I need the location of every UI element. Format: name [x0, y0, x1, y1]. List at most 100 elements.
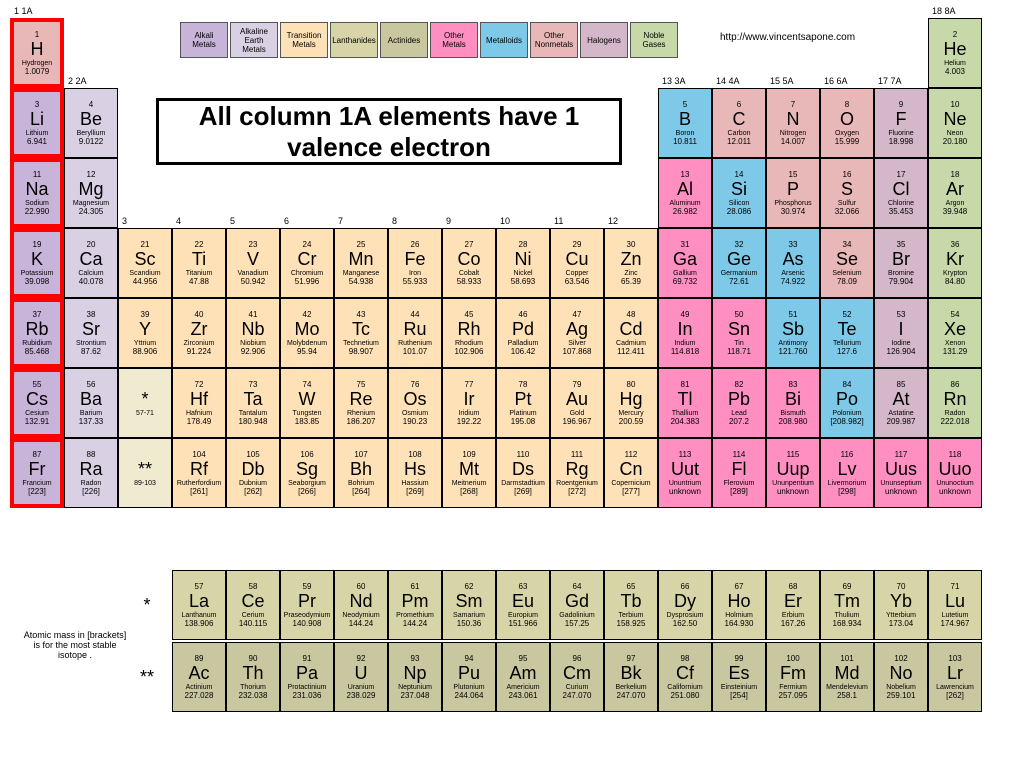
element-name: Barium [80, 410, 102, 417]
atomic-mass: 178.49 [187, 417, 211, 426]
atomic-number: 23 [249, 240, 258, 249]
group-label-11: 11 [554, 216, 563, 226]
atomic-mass: 40.078 [79, 277, 103, 286]
element-name: Uranium [348, 684, 374, 691]
element-symbol: La [189, 591, 209, 612]
element-symbol: Tb [620, 591, 641, 612]
atomic-mass: [277] [622, 487, 640, 496]
element-cell-ti: 22TiTitanium47.88 [172, 228, 226, 298]
element-cell-k: 19KPotassium39.098 [10, 228, 64, 298]
element-name: Oxygen [835, 130, 859, 137]
element-name: Antimony [778, 340, 807, 347]
atomic-number: 117 [895, 450, 908, 459]
atomic-number: 118 [949, 450, 962, 459]
element-name: Bohrium [348, 480, 374, 487]
atomic-mass: 137.33 [79, 417, 103, 426]
element-cell-fm: 100FmFermium257.095 [766, 642, 820, 712]
atomic-mass: 4.003 [945, 67, 965, 76]
element-name: Rutherfordium [177, 480, 221, 487]
atomic-number: 32 [735, 240, 744, 249]
element-cell-te: 52TeTellurium127.6 [820, 298, 874, 368]
atomic-mass: 183.85 [295, 417, 319, 426]
atomic-number: 17 [897, 170, 906, 179]
atomic-number: 66 [681, 582, 690, 591]
atomic-number: 47 [573, 310, 582, 319]
element-symbol: Au [566, 389, 588, 410]
atomic-mass: 20.180 [943, 137, 967, 146]
atomic-mass: 204.383 [671, 417, 700, 426]
element-symbol: Mt [459, 459, 479, 480]
atomic-number: 58 [249, 582, 258, 591]
element-symbol: In [677, 319, 692, 340]
element-symbol: Si [731, 179, 747, 200]
element-cell-cr: 24CrChromium51.996 [280, 228, 334, 298]
element-cell-np: 93NpNeptunium237.048 [388, 642, 442, 712]
atomic-mass: [269] [406, 487, 424, 496]
element-symbol: Ni [515, 249, 532, 270]
atomic-mass: [298] [838, 487, 856, 496]
atomic-mass: 54.938 [349, 277, 373, 286]
atomic-number: 46 [519, 310, 528, 319]
element-symbol: Md [834, 663, 859, 684]
element-name: Einsteinium [721, 684, 757, 691]
atomic-mass: 106.42 [511, 347, 535, 356]
atomic-number: 49 [681, 310, 690, 319]
element-symbol: Eu [512, 591, 534, 612]
element-symbol: Li [30, 109, 44, 130]
atomic-number: 100 [786, 654, 799, 663]
atomic-mass: unknown [777, 487, 809, 496]
element-cell-rn: 86RnRadon222.018 [928, 368, 982, 438]
legend-metalloids: Metalloids [480, 22, 528, 58]
element-name: Praseodymium [284, 612, 331, 619]
element-cell-pu: 94PuPlutonium244.064 [442, 642, 496, 712]
element-cell-sg: 106SgSeaborgium[266] [280, 438, 334, 508]
atomic-number: 43 [357, 310, 366, 319]
element-name: Rhenium [347, 410, 375, 417]
atomic-mass: [261] [190, 487, 208, 496]
row-marker-act: ** [132, 667, 162, 688]
element-cell-**: **89-103 [118, 438, 172, 508]
element-cell-ac: 89AcActinium227.028 [172, 642, 226, 712]
element-cell-cs: 55CsCesium132.91 [10, 368, 64, 438]
atomic-number: 84 [843, 380, 852, 389]
element-cell-ds: 110DsDarmstadtium[269] [496, 438, 550, 508]
element-cell-as: 33AsArsenic74.922 [766, 228, 820, 298]
element-symbol: Fe [404, 249, 425, 270]
atomic-number: 92 [357, 654, 366, 663]
element-symbol: N [787, 109, 800, 130]
element-symbol: Lr [947, 663, 963, 684]
element-name: Thorium [240, 684, 266, 691]
element-name: Potassium [21, 270, 54, 277]
element-symbol: Zr [191, 319, 208, 340]
element-name: Yttrium [134, 340, 156, 347]
atomic-number: 56 [87, 380, 96, 389]
element-symbol: Sg [296, 459, 318, 480]
atomic-number: 6 [737, 100, 741, 109]
atomic-number: 19 [33, 240, 42, 249]
element-name: Livermorium [828, 480, 867, 487]
atomic-mass: 65.39 [621, 277, 641, 286]
element-name: Plutonium [453, 684, 484, 691]
atomic-number: 93 [411, 654, 420, 663]
element-name: Palladium [508, 340, 539, 347]
element-name: Ruthenium [398, 340, 432, 347]
element-cell-o: 8OOxygen15.999 [820, 88, 874, 158]
element-name: Lanthanum [181, 612, 216, 619]
element-cell-au: 79AuGold196.967 [550, 368, 604, 438]
atomic-number: 62 [465, 582, 474, 591]
atomic-mass: 144.24 [349, 619, 373, 628]
element-name: Krypton [943, 270, 967, 277]
atomic-mass: 91.224 [187, 347, 211, 356]
element-name: Radon [945, 410, 966, 417]
atomic-number: 90 [249, 654, 258, 663]
atomic-number: 69 [843, 582, 852, 591]
atomic-number: 77 [465, 380, 474, 389]
element-name: Gadolinium [559, 612, 594, 619]
atomic-mass: 259.101 [887, 691, 916, 700]
atomic-number: 22 [195, 240, 204, 249]
atomic-mass: [226] [82, 487, 100, 496]
element-cell-se: 34SeSelenium78.09 [820, 228, 874, 298]
atomic-mass: 190.23 [403, 417, 427, 426]
atomic-number: 26 [411, 240, 420, 249]
element-cell-ca: 20CaCalcium40.078 [64, 228, 118, 298]
